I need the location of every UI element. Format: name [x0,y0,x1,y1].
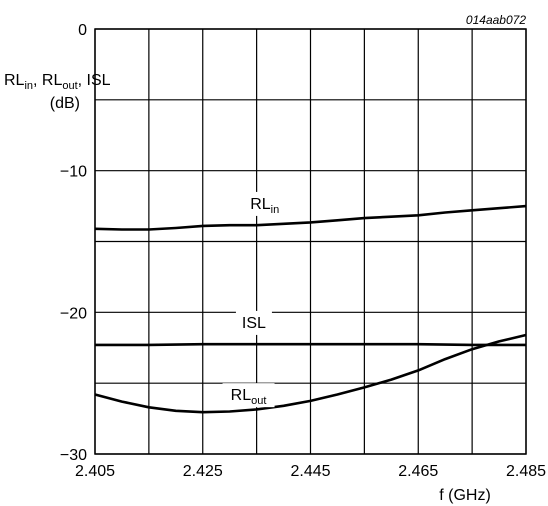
y-axis-unit: (dB) [50,95,80,112]
y-tick-label-1: −10 [60,164,87,181]
series-line-isl [95,344,526,345]
tick-labels: 2.405 2.425 2.445 2.465 2.485 0 −10 −20 −30 [60,22,546,480]
x-axis-label: f (GHz) [439,487,491,504]
grid [95,29,526,454]
y-tick-label-2: −20 [60,305,87,322]
y-tick-label-3: −30 [60,447,87,464]
x-tick-label-3: 2.465 [398,463,438,480]
y-tick-label-0: 0 [78,22,87,39]
series-label-isl: ISL [242,315,266,332]
x-tick-label-0: 2.405 [75,463,115,480]
figure-code: 014aab072 [466,13,526,27]
x-tick-label-1: 2.425 [183,463,223,480]
x-tick-label-4: 2.485 [506,463,546,480]
x-tick-label-2: 2.445 [290,463,330,480]
